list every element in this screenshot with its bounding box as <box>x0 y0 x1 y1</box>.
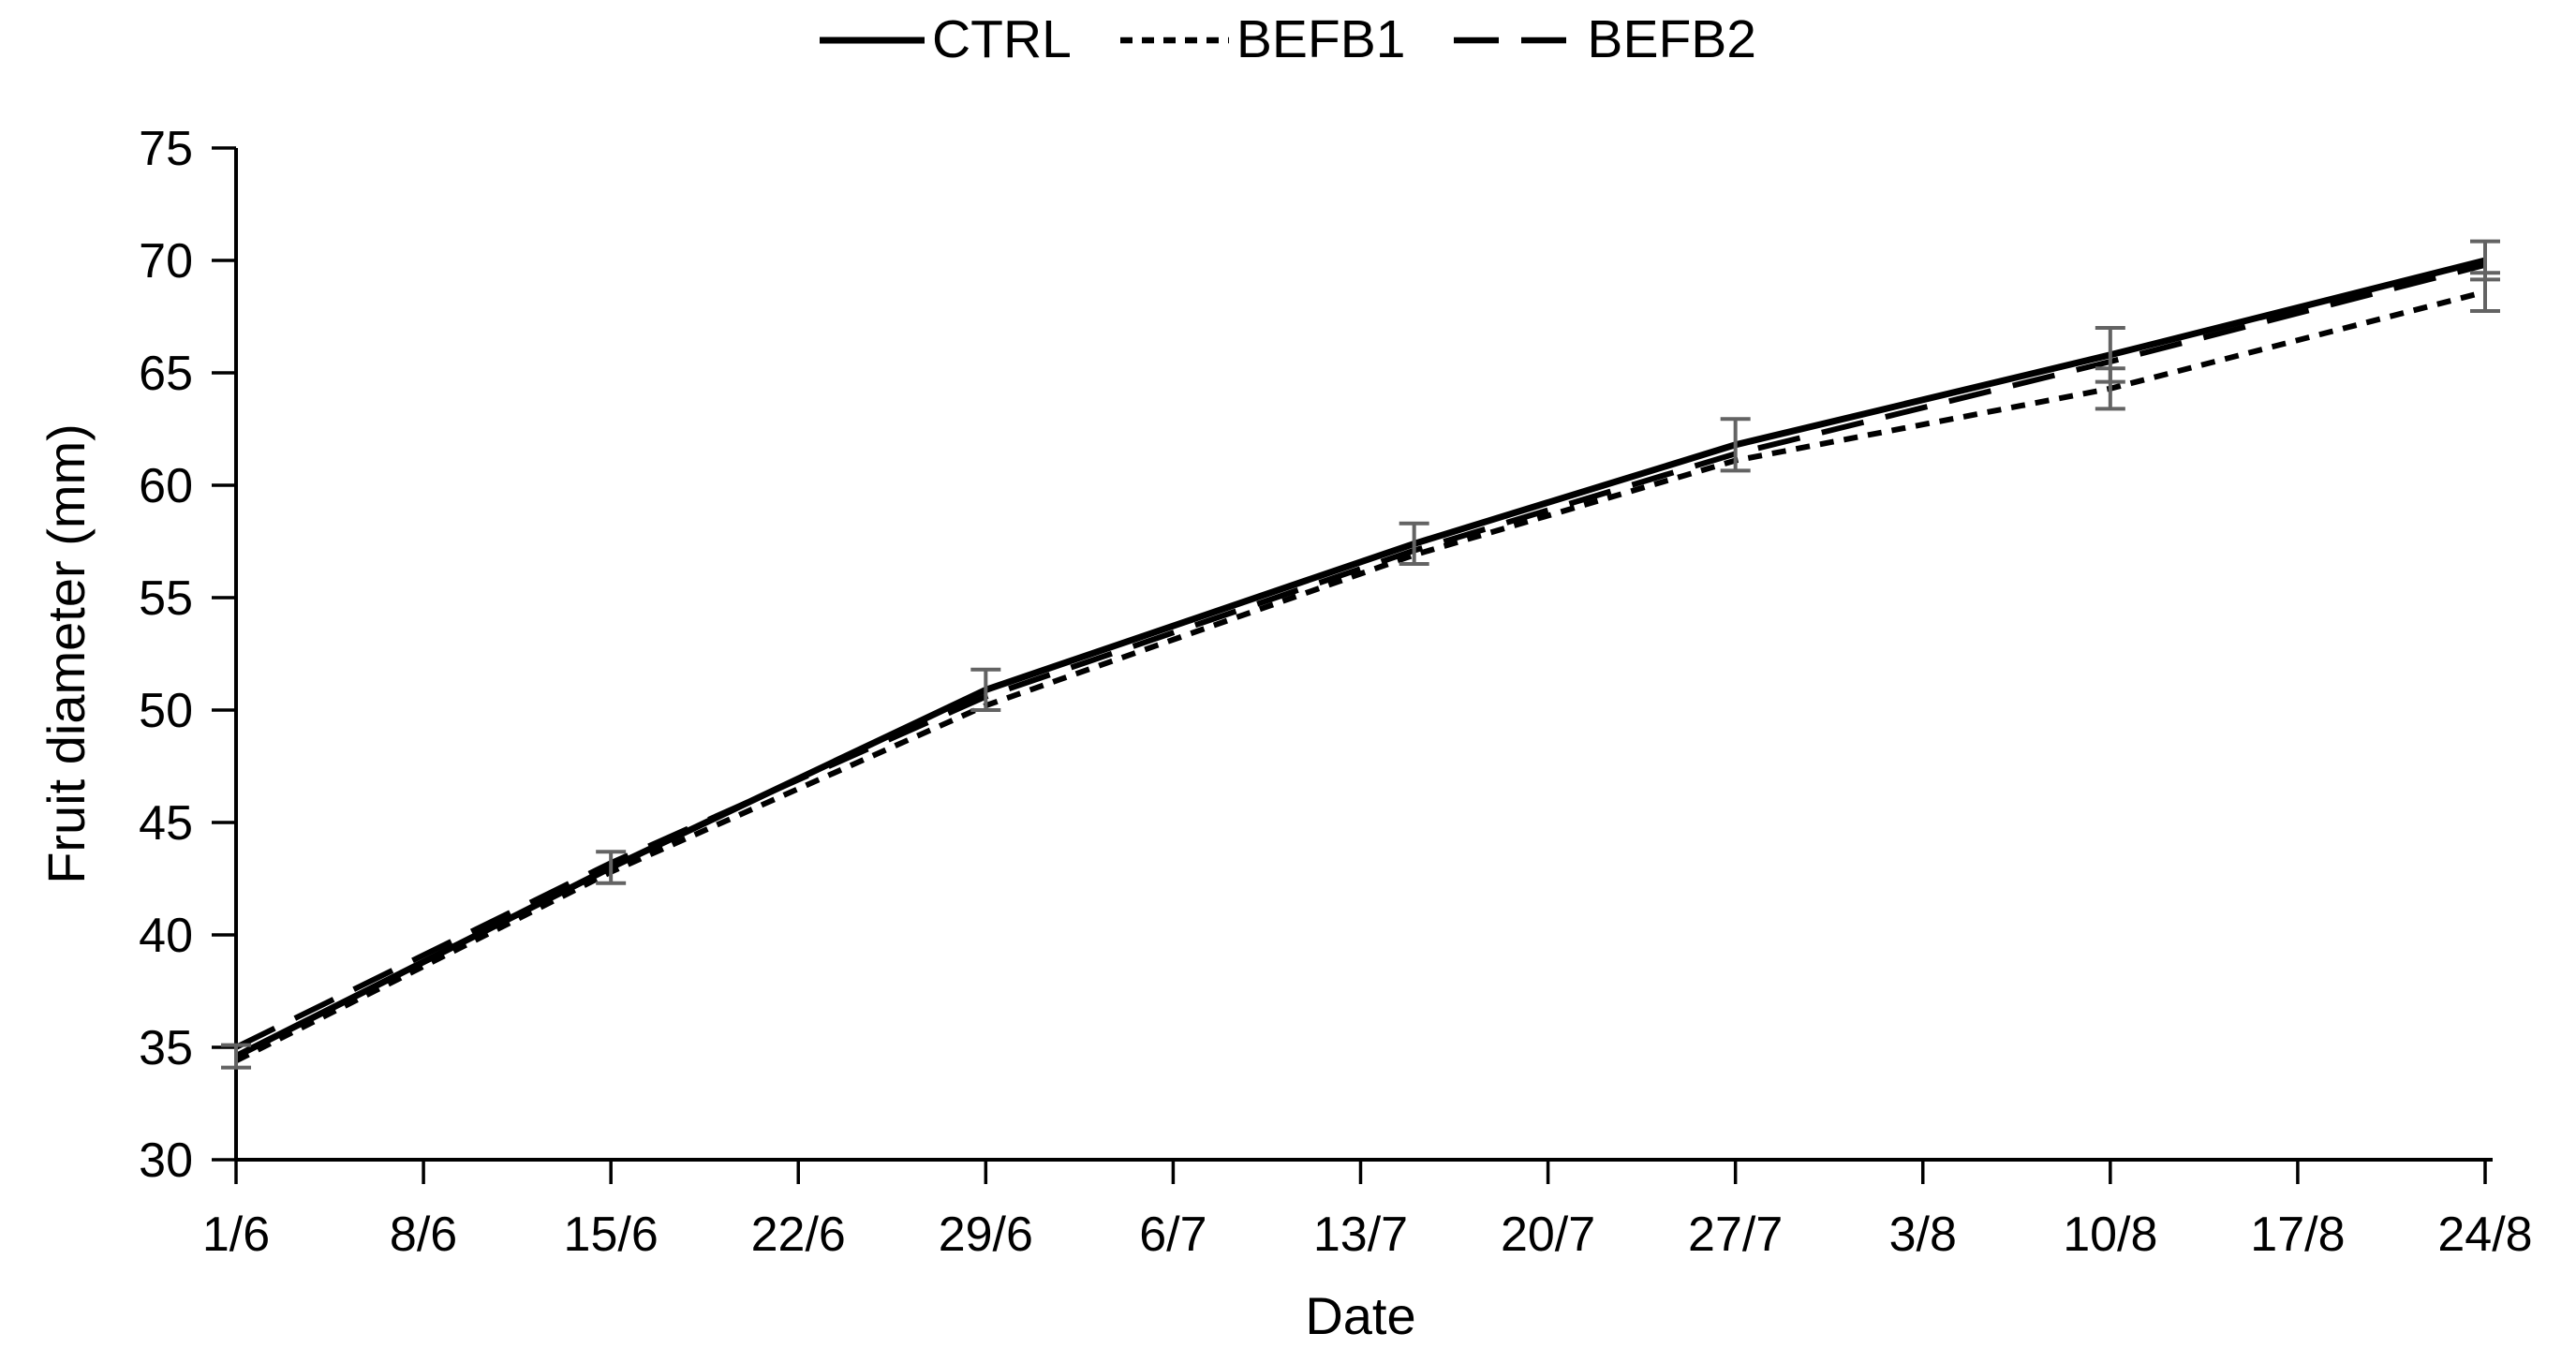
x-tick-label-17-8: 17/8 <box>2250 1207 2345 1262</box>
x-tick-label-27-7: 27/7 <box>1688 1207 1783 1262</box>
x-tick-label-22-6: 22/6 <box>751 1207 846 1262</box>
x-tick-label-6-7: 6/7 <box>1139 1207 1207 1262</box>
y-tick-label-50: 50 <box>139 684 193 738</box>
y-tick-label-45: 45 <box>139 796 193 851</box>
x-tick-label-24-8: 24/8 <box>2437 1207 2532 1262</box>
x-tick-label-3-8: 3/8 <box>1889 1207 1957 1262</box>
y-tick-label-70: 70 <box>139 234 193 289</box>
series-line-befb2 <box>234 261 2486 1050</box>
x-tick-label-15-6: 15/6 <box>564 1207 659 1262</box>
y-tick-label-65: 65 <box>139 347 193 401</box>
series-line-befb1 <box>234 289 2486 1064</box>
y-tick-label-35: 35 <box>139 1021 193 1075</box>
x-tick-label-10-8: 10/8 <box>2063 1207 2157 1262</box>
x-tick-label-20-7: 20/7 <box>1501 1207 1595 1262</box>
x-tick-label-13-7: 13/7 <box>1313 1207 1408 1262</box>
x-tick-label-1-6: 1/6 <box>202 1207 270 1262</box>
y-tick-label-30: 30 <box>139 1133 193 1188</box>
y-tick-label-40: 40 <box>139 909 193 963</box>
x-tick-label-8-6: 8/6 <box>390 1207 457 1262</box>
x-axis-title: Date <box>1305 1286 1416 1345</box>
y-tick-label-75: 75 <box>139 122 193 176</box>
series-line-ctrl <box>234 257 2486 1059</box>
y-tick-label-60: 60 <box>139 459 193 513</box>
x-tick-label-29-6: 29/6 <box>939 1207 1033 1262</box>
y-tick-label-55: 55 <box>139 571 193 626</box>
